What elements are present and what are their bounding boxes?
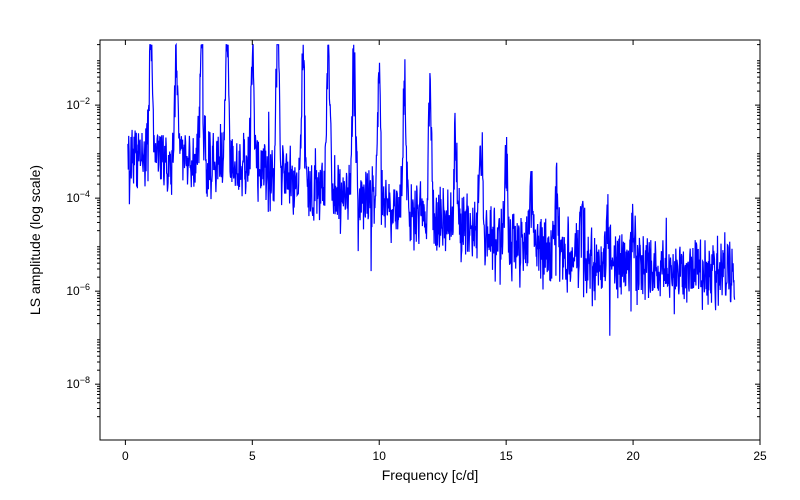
x-tick-label: 5 — [249, 449, 256, 463]
x-tick-label: 25 — [753, 449, 767, 463]
x-axis-label: Frequency [c/d] — [382, 467, 479, 483]
y-tick-label: 10−8 — [66, 375, 90, 391]
y-axis-label: LS amplitude (log scale) — [27, 165, 43, 315]
x-tick-label: 15 — [499, 449, 513, 463]
y-tick-label: 10−4 — [66, 189, 90, 205]
spectrum-line — [128, 45, 735, 336]
periodogram-chart: 0 5 10 15 20 25 10−8 10−6 10−4 10−2 Frequency [c/… — [0, 0, 800, 500]
x-tick-label: 0 — [122, 449, 129, 463]
plot-group — [128, 45, 735, 336]
x-tick-label: 10 — [373, 449, 387, 463]
x-tick-label: 20 — [626, 449, 640, 463]
y-tick-label: 10−6 — [66, 282, 90, 298]
chart-svg: 0 5 10 15 20 25 10−8 10−6 10−4 10−2 Frequency [c/… — [0, 0, 800, 500]
y-tick-label: 10−2 — [66, 96, 90, 112]
